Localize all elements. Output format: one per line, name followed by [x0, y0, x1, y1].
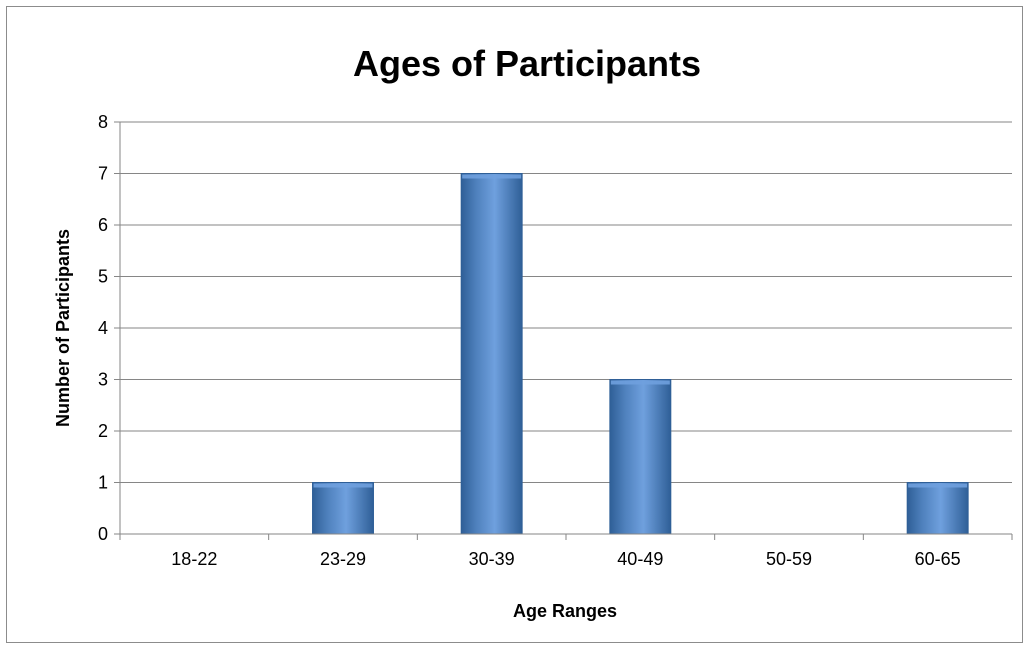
y-tick-label: 7 — [98, 164, 108, 184]
bar-highlight — [908, 483, 968, 488]
bar — [609, 379, 672, 535]
chart-title: Ages of Participants — [353, 43, 701, 84]
x-axis-label: Age Ranges — [513, 601, 617, 621]
bar — [906, 482, 969, 535]
x-tick-label: 30-39 — [469, 549, 515, 569]
y-tick-label: 3 — [98, 370, 108, 390]
y-tick-label: 8 — [98, 112, 108, 132]
y-tick-label: 0 — [98, 524, 108, 544]
y-tick-label: 5 — [98, 267, 108, 287]
x-tick-label: 50-59 — [766, 549, 812, 569]
bars — [312, 173, 969, 535]
y-axis-label: Number of Participants — [53, 229, 73, 427]
x-tick-label: 60-65 — [915, 549, 961, 569]
bar — [312, 482, 374, 535]
x-tick-label: 40-49 — [617, 549, 663, 569]
bar — [460, 173, 523, 535]
bar-highlight — [462, 174, 522, 179]
x-tick-labels: 18-22 23-29 30-39 40-49 50-59 60-65 — [171, 549, 960, 569]
bar-highlight — [610, 380, 670, 385]
bar-highlight — [313, 483, 373, 488]
y-tick-label: 2 — [98, 421, 108, 441]
x-tick-label: 18-22 — [171, 549, 217, 569]
y-tick-label: 6 — [98, 215, 108, 235]
gridlines — [120, 121, 1012, 483]
y-tick-labels: 0 1 2 3 4 5 6 7 8 — [98, 112, 108, 544]
y-tick-label: 4 — [98, 318, 108, 338]
y-tick-label: 1 — [98, 473, 108, 493]
x-tick-label: 23-29 — [320, 549, 366, 569]
axes — [114, 121, 1013, 540]
